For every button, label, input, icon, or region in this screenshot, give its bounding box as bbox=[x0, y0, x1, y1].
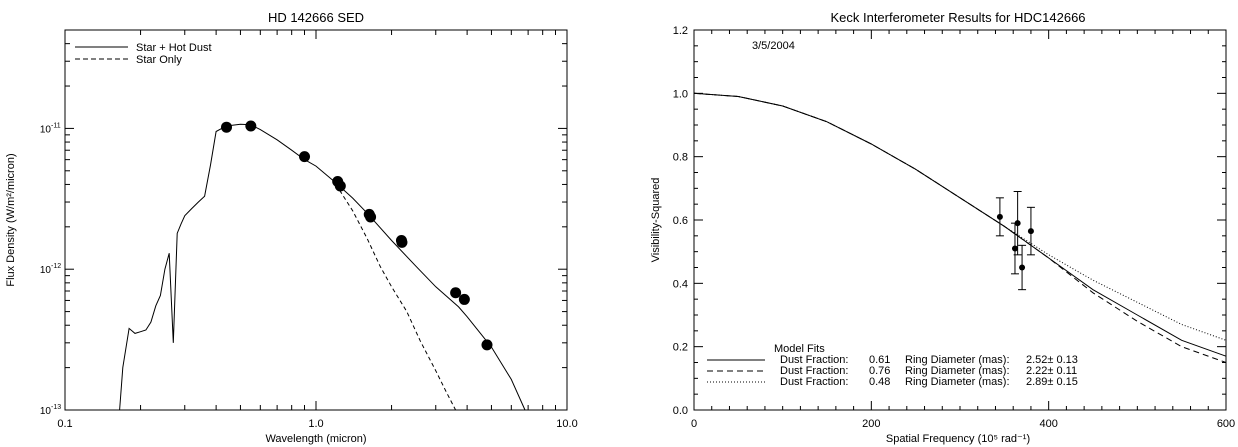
vis-data-point bbox=[996, 213, 1003, 220]
vis-legend-dashed-dust-value: 0.76 bbox=[869, 365, 890, 377]
vis-legend-solid-ring-value: 2.52± 0.13 bbox=[1026, 354, 1078, 366]
sed-x-tick-label: 10.0 bbox=[556, 418, 577, 430]
sed-data-point bbox=[450, 287, 462, 299]
vis-legend-solid-dust-label: Dust Fraction: bbox=[780, 354, 848, 366]
vis-legend-dotted-dust-label: Dust Fraction: bbox=[780, 376, 848, 388]
sed-legend-dashed-label: Star Only bbox=[136, 54, 182, 66]
vis-chart: Keck Interferometer Results for HDC14266… bbox=[650, 10, 1235, 445]
sed-title: HD 142666 SED bbox=[268, 10, 364, 25]
sed-y-tick-label: 10 bbox=[40, 406, 52, 417]
sed-y-tick-exponent: -12 bbox=[51, 263, 61, 270]
sed-legend: Star + Hot Dust Star Only bbox=[75, 42, 212, 66]
vis-x-tick-label: 200 bbox=[862, 418, 880, 430]
sed-chart: HD 142666 SED 0.1 1.0 10.010-1310-1210-11 … bbox=[5, 10, 578, 445]
sed-data-point bbox=[396, 236, 408, 248]
sed-series-star-hot-dust bbox=[119, 123, 526, 411]
sed-data-point bbox=[245, 120, 257, 132]
vis-y-tick-label: 0.6 bbox=[673, 215, 688, 227]
sed-xlabel: Wavelength (micron) bbox=[265, 433, 366, 445]
sed-ylabel: Flux Density (W/m²/micron) bbox=[5, 153, 17, 286]
sed-data-point bbox=[481, 339, 493, 351]
vis-points bbox=[995, 191, 1035, 291]
sed-y-tick-exponent: -11 bbox=[51, 122, 61, 129]
sed-data-point bbox=[221, 121, 233, 133]
vis-legend-dashed-ring-value: 2.22± 0.11 bbox=[1026, 365, 1077, 377]
sed-y-tick-label: 10 bbox=[40, 265, 52, 276]
vis-data-point bbox=[1027, 228, 1034, 235]
vis-x-tick-label: 400 bbox=[1039, 418, 1057, 430]
sed-lines bbox=[119, 123, 526, 411]
vis-y-tick-label: 0.4 bbox=[673, 278, 688, 290]
sed-data-point bbox=[334, 180, 346, 192]
sed-plot-frame bbox=[64, 29, 568, 411]
sed-ticks bbox=[64, 29, 568, 411]
vis-model-fit-solid bbox=[693, 92, 1227, 357]
vis-legend: Model Fits Dust Fraction: 0.61 Ring Diam… bbox=[707, 343, 1078, 388]
vis-model-fit-dashed bbox=[693, 92, 1227, 363]
vis-legend-heading: Model Fits bbox=[774, 343, 825, 355]
vis-data-point bbox=[1011, 245, 1018, 252]
vis-x-tick-label: 0 bbox=[691, 418, 697, 430]
vis-data-point bbox=[1014, 220, 1021, 227]
vis-y-tick-label: 0.8 bbox=[673, 152, 688, 164]
vis-legend-dotted-dust-value: 0.48 bbox=[869, 376, 890, 388]
sed-y-tick-label: 10 bbox=[40, 124, 52, 135]
vis-xlabel: Spatial Frequency (10⁵ rad⁻¹) bbox=[886, 433, 1030, 445]
vis-legend-solid-ring-label: Ring Diameter (mas): bbox=[905, 354, 1010, 366]
vis-lines bbox=[693, 92, 1227, 363]
vis-legend-dotted-ring-value: 2.89± 0.15 bbox=[1026, 376, 1078, 388]
vis-ticks bbox=[693, 29, 1227, 411]
vis-y-tick-label: 0.0 bbox=[673, 405, 688, 417]
sed-y-tick-exponent: -13 bbox=[51, 404, 61, 411]
vis-title: Keck Interferometer Results for HDC14266… bbox=[830, 10, 1085, 25]
vis-y-tick-label: 0.2 bbox=[673, 342, 688, 354]
vis-legend-solid-dust-value: 0.61 bbox=[869, 354, 890, 366]
vis-legend-dashed-dust-label: Dust Fraction: bbox=[780, 365, 848, 377]
sed-data-point bbox=[458, 293, 470, 305]
vis-date-annotation: 3/5/2004 bbox=[752, 40, 795, 52]
vis-legend-dotted-ring-label: Ring Diameter (mas): bbox=[905, 376, 1010, 388]
sed-series-star-only bbox=[335, 184, 457, 411]
vis-model-fit-dotted bbox=[693, 92, 1227, 341]
sed-points bbox=[221, 120, 493, 351]
vis-tick-labels: 0 200 400 600 0.0 0.2 0.4 0.6 0.8 1.0 1.2 bbox=[673, 25, 1235, 430]
sed-x-tick-label: 1.0 bbox=[308, 418, 323, 430]
sed-data-point bbox=[365, 211, 377, 223]
vis-data-point bbox=[1019, 264, 1026, 271]
vis-y-tick-label: 1.0 bbox=[673, 88, 688, 100]
vis-legend-dashed-ring-label: Ring Diameter (mas): bbox=[905, 365, 1010, 377]
sed-x-tick-label: 0.1 bbox=[57, 418, 72, 430]
sed-data-point bbox=[299, 151, 311, 163]
sed-legend-solid-label: Star + Hot Dust bbox=[136, 42, 212, 54]
vis-x-tick-label: 600 bbox=[1217, 418, 1235, 430]
vis-y-tick-label: 1.2 bbox=[673, 25, 688, 37]
vis-ylabel: Visibility-Squared bbox=[650, 178, 662, 263]
